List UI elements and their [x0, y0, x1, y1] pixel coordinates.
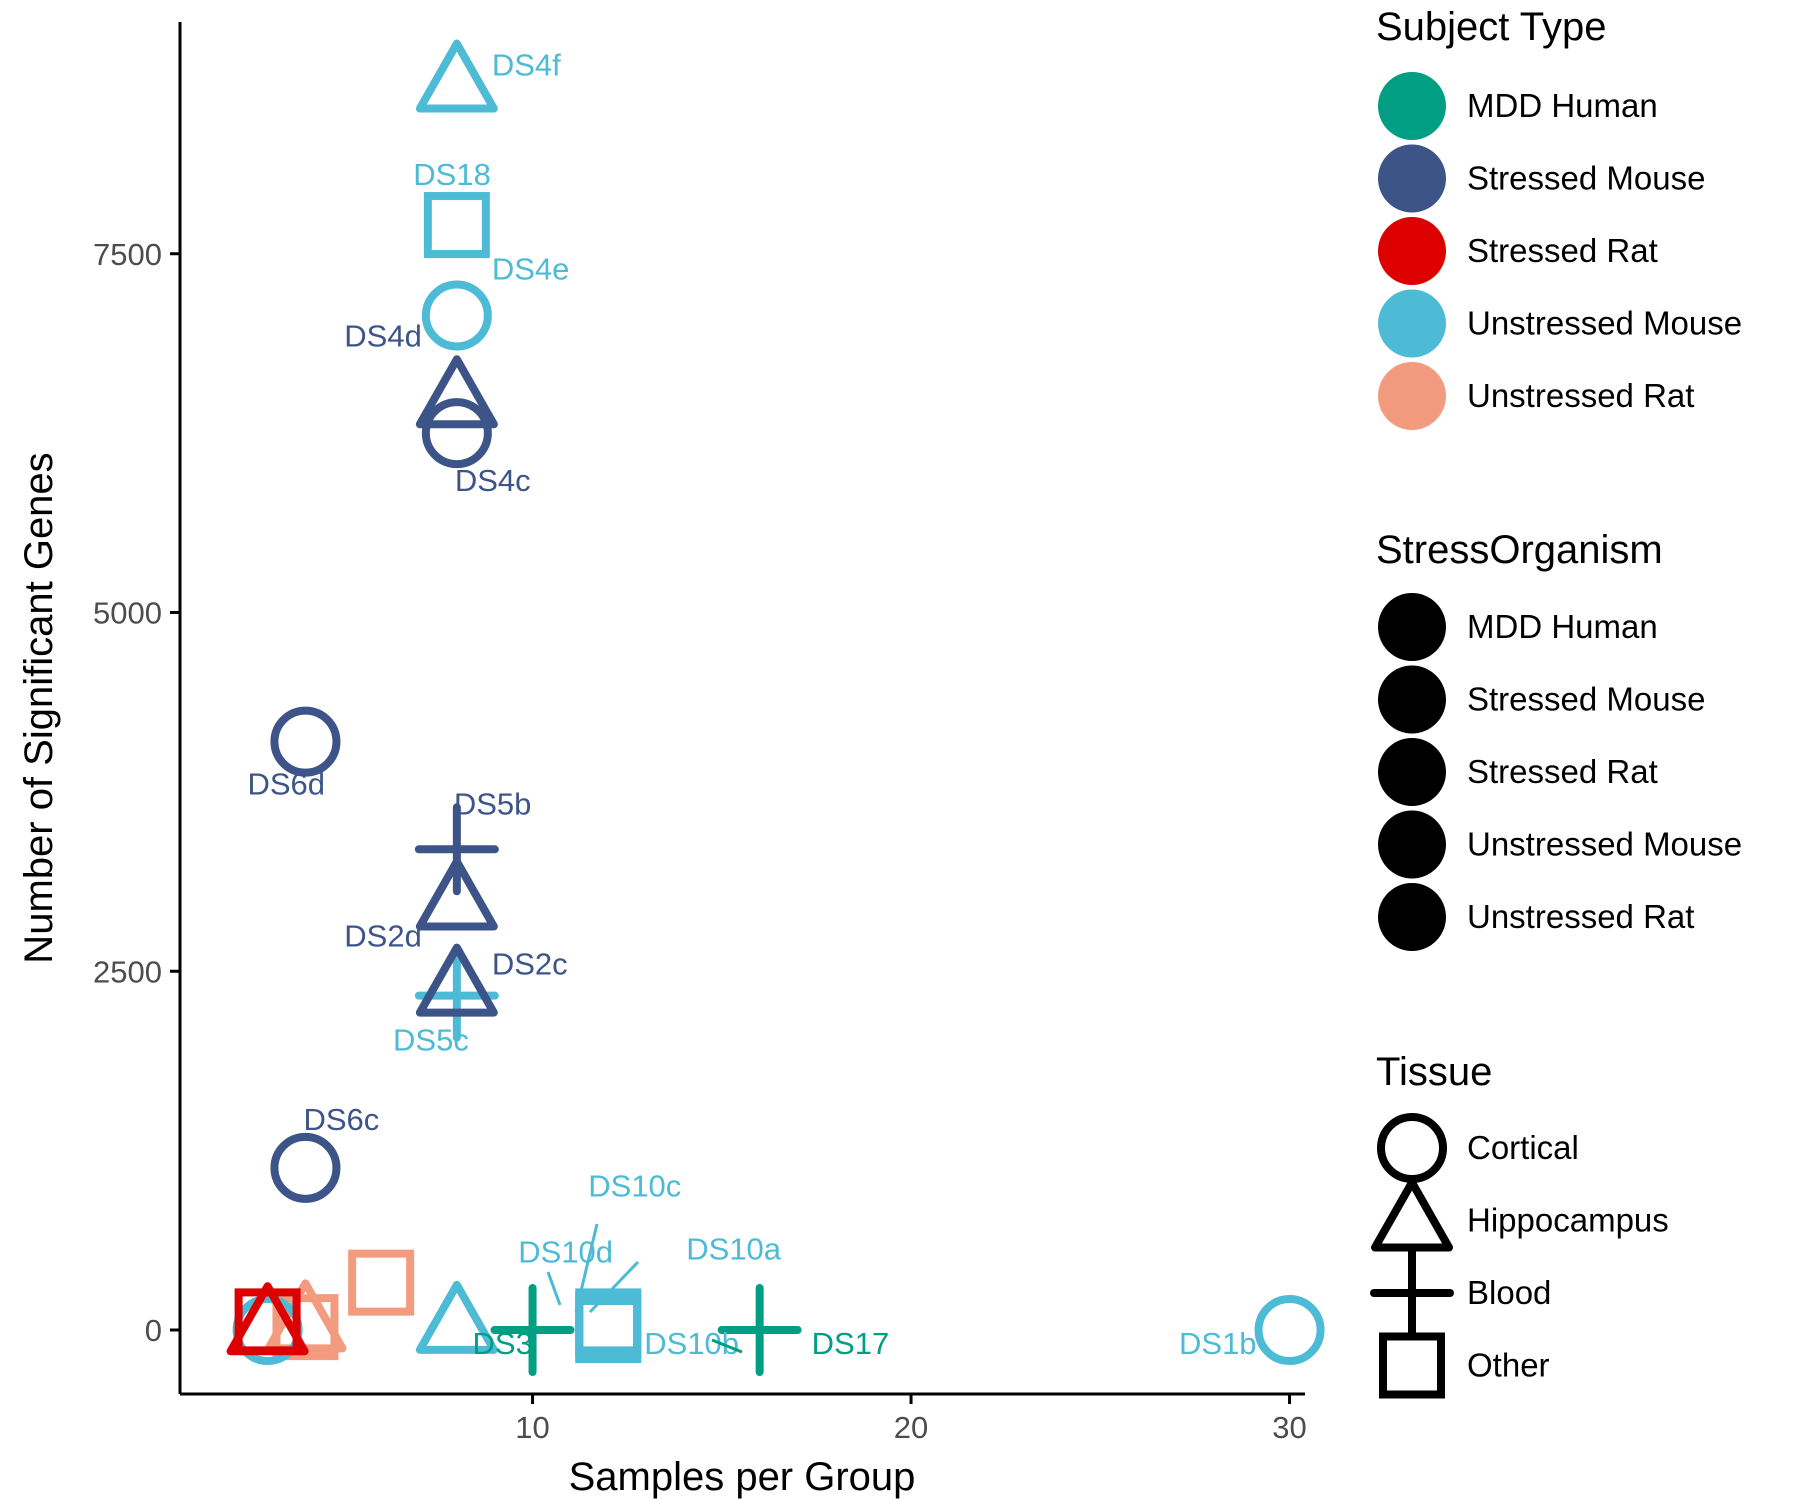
- legend-label-organism-unstressed-mouse: Unstressed Mouse: [1467, 826, 1742, 863]
- legend-key-tissue-blood: [1370, 1247, 1454, 1339]
- x-tick-label: 20: [894, 1410, 928, 1445]
- legend-title-tissue: Tissue: [1376, 1050, 1492, 1094]
- legend-key-organism-stressed-rat: [1378, 738, 1446, 806]
- legend-title-stress-organism: StressOrganism: [1376, 528, 1663, 572]
- legend-label-tissue-other: Other: [1467, 1347, 1550, 1384]
- label-connector: [546, 1271, 562, 1306]
- legend-key-organism-mdd-human: [1378, 593, 1446, 661]
- legend-key-organism-unstressed-rat: [1378, 883, 1446, 951]
- point-label-ds3: DS3: [473, 1326, 533, 1361]
- y-tick-label: 0: [145, 1313, 162, 1348]
- legend-label-tissue-cortical: Cortical: [1467, 1129, 1579, 1166]
- axes: Samples per Group Number of Significant …: [17, 22, 1307, 1499]
- point-label-ds6d: DS6d: [247, 767, 325, 802]
- y-tick-label: 7500: [93, 237, 162, 272]
- data-point-ds18: [423, 192, 490, 259]
- point-label-ds18: DS18: [413, 157, 491, 192]
- point-label-ds10d: DS10d: [518, 1235, 613, 1270]
- legend-label-subject-mdd-human: MDD Human: [1467, 87, 1658, 124]
- legend: Subject Type StressOrganism Tissue MDD H…: [1370, 5, 1742, 1399]
- legend-label-tissue-blood: Blood: [1467, 1274, 1551, 1311]
- legend-label-organism-mdd-human: MDD Human: [1467, 608, 1658, 645]
- point-label-ds6c: DS6c: [303, 1102, 379, 1137]
- plot-area: DS4f DS18 DS4e DS4d DS4c DS6d DS5b DS2d DS2c DS5c…: [226, 39, 1325, 1376]
- label-connector: [574, 1223, 599, 1313]
- legend-key-subject-stressed-rat: [1378, 217, 1446, 285]
- point-label-ds2d: DS2d: [344, 919, 422, 954]
- legend-key-subject-stressed-mouse: [1378, 144, 1446, 213]
- legend-label-subject-stressed-mouse: Stressed Mouse: [1467, 160, 1705, 197]
- point-label-ds5b: DS5b: [454, 786, 532, 821]
- label-connector: [588, 1260, 640, 1314]
- point-label-ds4f: DS4f: [492, 48, 561, 83]
- legend-key-organism-stressed-mouse: [1378, 665, 1446, 734]
- data-point: [226, 1282, 309, 1356]
- point-label-ds4c: DS4c: [455, 463, 531, 498]
- data-point-ds6d: [270, 706, 341, 777]
- data-point-ds5b: [414, 803, 499, 896]
- legend-title-subject-type: Subject Type: [1376, 5, 1607, 49]
- data-point-ds3: [490, 1284, 575, 1376]
- y-tick-label: 5000: [93, 596, 162, 631]
- point-label-ds4e: DS4e: [492, 251, 570, 286]
- legend-label-organism-unstressed-rat: Unstressed Rat: [1467, 898, 1694, 935]
- data-point-ds10d: [575, 1292, 642, 1359]
- legend-key-tissue-other: [1379, 1332, 1445, 1399]
- x-tick-label: 10: [515, 1410, 549, 1445]
- point-label-ds17: DS17: [812, 1326, 890, 1361]
- legend-label-tissue-hippocampus: Hippocampus: [1467, 1202, 1669, 1239]
- data-point-ds4c: [421, 398, 492, 469]
- point-label-ds10b: DS10b: [644, 1326, 739, 1361]
- point-label-ds10a: DS10a: [686, 1231, 782, 1266]
- legend-key-tissue-hippocampus: [1371, 1178, 1453, 1252]
- point-label-ds10c: DS10c: [588, 1168, 681, 1203]
- legend-key-organism-unstressed-mouse: [1378, 810, 1446, 879]
- point-label-ds5c: DS5c: [393, 1023, 469, 1058]
- data-point-ds4e: [421, 280, 492, 351]
- data-point-ds6c: [270, 1132, 341, 1203]
- data-point: [348, 1249, 415, 1316]
- data-point-ds2d: [415, 857, 498, 931]
- x-axis-title: Samples per Group: [569, 1455, 916, 1499]
- legend-key-tissue-cortical: [1377, 1113, 1447, 1183]
- legend-key-subject-mdd-human: [1378, 72, 1446, 140]
- point-labels: DS4f DS18 DS4e DS4d DS4c DS6d DS5b DS2d DS2c DS5c…: [247, 48, 1256, 1361]
- legend-key-subject-unstressed-rat: [1378, 362, 1446, 430]
- point-label-ds1b: DS1b: [1179, 1326, 1257, 1361]
- legend-label-subject-unstressed-rat: Unstressed Rat: [1467, 377, 1694, 414]
- legend-label-organism-stressed-mouse: Stressed Mouse: [1467, 681, 1705, 718]
- data-point-ds17: [717, 1284, 802, 1376]
- y-axis-title: Number of Significant Genes: [17, 452, 61, 963]
- data-point: [415, 1280, 498, 1354]
- data-point-ds4d: [415, 355, 498, 429]
- legend-label-organism-stressed-rat: Stressed Rat: [1467, 753, 1658, 790]
- point-label-ds2c: DS2c: [492, 947, 568, 982]
- label-connector: [711, 1338, 743, 1354]
- point-label-ds4d: DS4d: [344, 318, 422, 353]
- legend-label-subject-unstressed-mouse: Unstressed Mouse: [1467, 305, 1742, 342]
- data-point-ds4f: [415, 39, 498, 113]
- data-point-ds2c: [415, 943, 498, 1017]
- data-point-ds10b: [575, 1297, 642, 1363]
- x-tick-label: 30: [1272, 1410, 1306, 1445]
- legend-key-subject-unstressed-mouse: [1378, 289, 1446, 358]
- legend-label-subject-stressed-rat: Stressed Rat: [1467, 232, 1658, 269]
- y-tick-label: 2500: [93, 954, 162, 989]
- data-point-ds1b: [1254, 1295, 1325, 1365]
